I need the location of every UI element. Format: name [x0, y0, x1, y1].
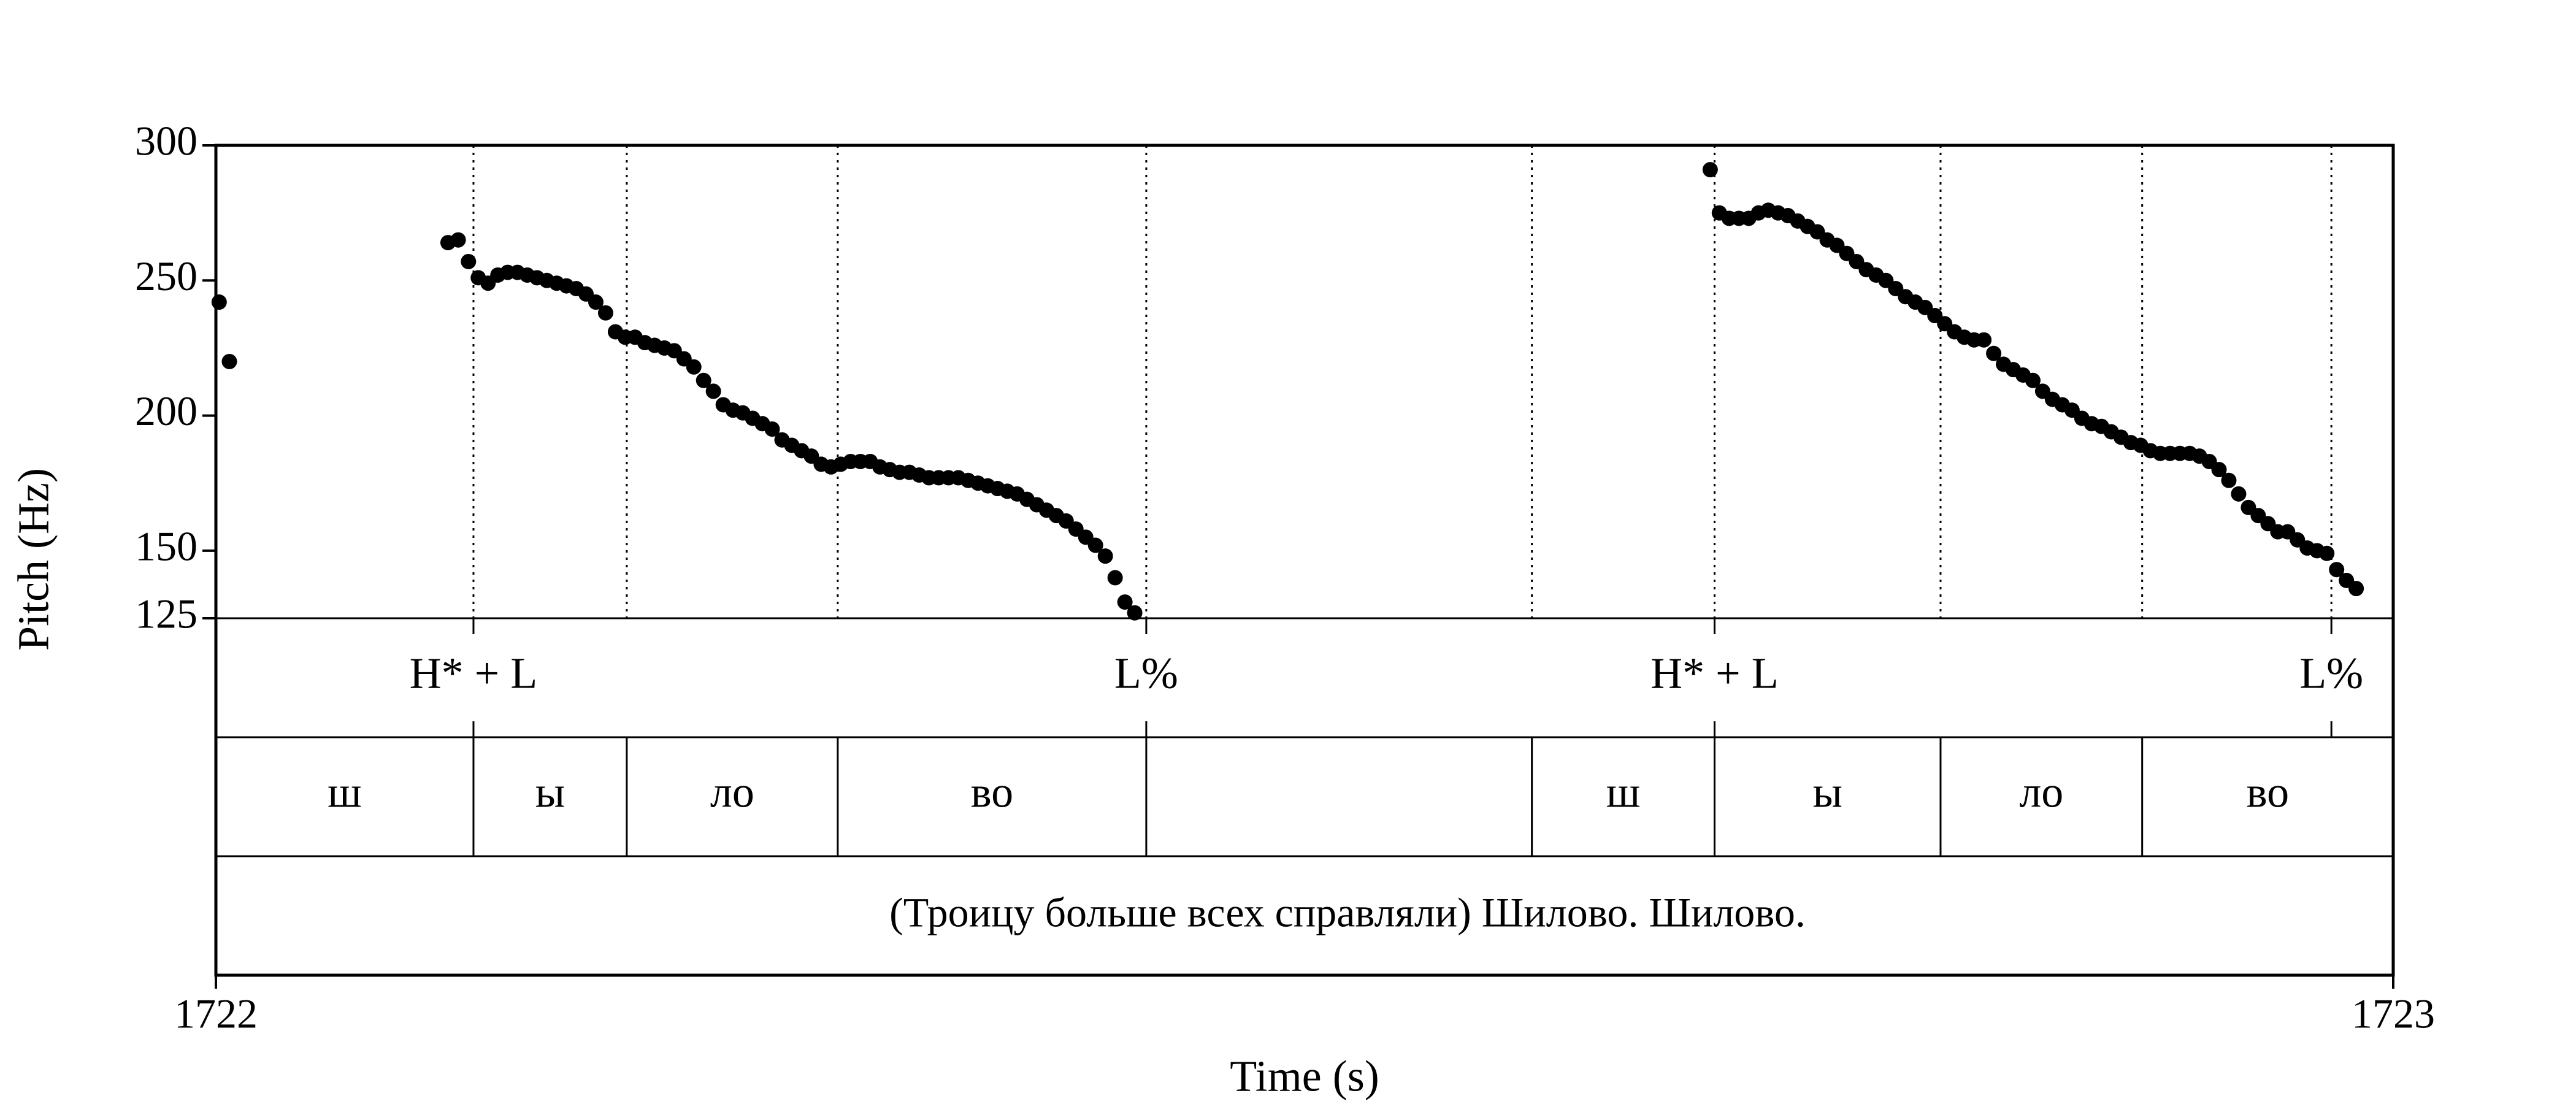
pitch-point-73	[1702, 162, 1718, 178]
y-tick-label-2: 200	[135, 388, 197, 434]
syllable-label-7: ло	[2019, 768, 2063, 817]
pitch-point-1	[221, 353, 237, 369]
syllable-label-2: ло	[710, 768, 754, 817]
pitch-point-68	[1087, 537, 1103, 553]
pitch-point-35	[764, 421, 780, 437]
utterance-tier: (Троицу больше всех справляли) Шилово. Ш…	[889, 889, 1806, 936]
pitch-point-136	[2319, 545, 2335, 561]
pitch-point-3	[450, 232, 466, 248]
x-tick-label-end: 1723	[2352, 991, 2435, 1037]
y-axis-ticks: 300 250 200 150 125	[135, 118, 216, 637]
pitch-point-27	[686, 359, 702, 375]
pitch-point-125	[2211, 462, 2227, 478]
chart-frames	[214, 144, 2395, 989]
y-tick-label-1: 250	[135, 253, 197, 299]
y-axis-title: Pitch (Hz)	[9, 468, 58, 651]
pitch-point-0	[211, 294, 227, 310]
pitch-points	[211, 162, 2364, 621]
pitch-point-4	[461, 253, 477, 269]
utterance-label: (Троицу больше всех справляли) Шилово. Ш…	[889, 889, 1806, 936]
tone-label-2: H* + L	[1650, 649, 1779, 698]
pitch-point-69	[1097, 548, 1113, 564]
pitch-point-126	[2221, 472, 2237, 488]
y-tick-label-3: 150	[135, 523, 197, 569]
interval-boundaries	[472, 145, 2333, 618]
plot-frame	[214, 144, 2395, 977]
y-tick-label-4: 125	[135, 591, 197, 637]
pitch-point-70	[1107, 570, 1123, 586]
pitch-point-137	[2329, 562, 2345, 578]
x-tick-label-start: 1722	[174, 991, 258, 1037]
pitch-point-101	[1976, 332, 1992, 348]
pitch-point-127	[2231, 486, 2247, 502]
syllable-tier: ш ы ло во ш ы ло во	[328, 737, 2289, 856]
pitch-point-72	[1127, 605, 1143, 621]
pitch-point-18	[597, 305, 613, 321]
syllable-label-5: ш	[1606, 768, 1640, 817]
syllable-label-6: ы	[1813, 768, 1842, 817]
syllable-label-1: ы	[535, 768, 565, 817]
pitch-point-17	[588, 294, 604, 310]
x-axis: 1722 1723 Time (s)	[174, 991, 2435, 1101]
syllable-label-0: ш	[328, 768, 361, 817]
pitch-point-139	[2348, 581, 2364, 597]
tone-label-0: H* + L	[410, 649, 538, 698]
y-tick-label-0: 300	[135, 118, 197, 164]
pitch-point-29	[705, 383, 721, 399]
syllable-label-3: во	[971, 768, 1014, 817]
tone-label-1: L%	[1114, 649, 1178, 698]
pitch-point-71	[1117, 594, 1133, 610]
tone-label-3: L%	[2299, 649, 2363, 698]
tone-tier: H* + L L% H* + L L%	[410, 618, 2363, 737]
x-axis-title: Time (s)	[1230, 1052, 1379, 1101]
syllable-label-8: во	[2247, 768, 2290, 817]
pitch-point-28	[696, 372, 711, 388]
pitch-point-106	[2025, 372, 2041, 388]
pitch-point-102	[1986, 345, 2002, 361]
